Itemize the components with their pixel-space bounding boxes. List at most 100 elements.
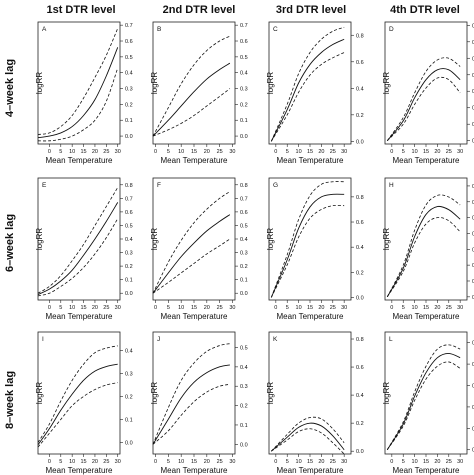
x-tick-label: 5: [167, 459, 170, 465]
y-tick-label: 0.4: [472, 362, 474, 368]
panel-letter: B: [157, 26, 161, 33]
panel-letter: K: [273, 336, 278, 343]
lower-ci-line: [270, 52, 345, 142]
lower-ci-line: [270, 204, 345, 298]
x-tick-label: 30: [457, 459, 463, 465]
plot-frame: [37, 177, 121, 301]
x-tick-label: 5: [286, 305, 289, 311]
x-tick-label: 0: [274, 149, 277, 155]
x-tick-label: 20: [318, 305, 324, 311]
panel-l: L 0 5 10 15 20 25 30 0.0 0.1 0.2 0.3 0.4 0.5 Mean Temp…: [382, 331, 474, 475]
x-tick-label: 15: [80, 459, 86, 465]
x-tick-label: 20: [318, 459, 324, 465]
plot-frame: [384, 21, 468, 145]
panel-j: J 0 5 10 15 20 25 30 0.0 0.1 0.2 0.3 0.4 0.5 Mean Temp…: [150, 331, 248, 475]
x-tick-label: 20: [92, 149, 98, 155]
upper-ci-line: [386, 344, 461, 450]
y-tick-label: 0.4: [125, 71, 133, 77]
x-tick-label: 20: [204, 149, 210, 155]
y-tick-label: 0.3: [125, 251, 133, 257]
estimate-line: [37, 363, 118, 446]
y-tick-label: 0.8: [125, 183, 133, 189]
y-tick-label: 0.4: [356, 86, 364, 92]
estimate-line: [152, 364, 230, 445]
x-tick-label: 5: [59, 459, 62, 465]
x-tick-label: 0: [274, 459, 277, 465]
row-title-2: 6–week lag: [4, 214, 16, 272]
x-tick-label: 0: [154, 149, 157, 155]
x-axis-label: Mean Temperature: [161, 312, 229, 321]
y-tick-label: 0.0: [472, 448, 474, 454]
plot-frame: [268, 177, 352, 301]
x-tick-label: 20: [318, 149, 324, 155]
column-title-1: 1st DTR level: [46, 4, 115, 16]
x-tick-label: 30: [115, 459, 121, 465]
y-tick-label: 0.2: [240, 264, 248, 270]
y-axis-label: logRR: [35, 228, 44, 250]
y-axis-label: logRR: [266, 72, 275, 94]
estimate-line: [386, 68, 461, 141]
estimate-line: [270, 38, 345, 142]
x-tick-label: 30: [457, 305, 463, 311]
panel-letter: L: [389, 336, 393, 343]
lower-ci-line: [37, 218, 119, 297]
x-tick-label: 15: [191, 459, 197, 465]
x-tick-label: 5: [167, 149, 170, 155]
x-tick-label: 30: [457, 149, 463, 155]
x-tick-label: 0: [48, 149, 51, 155]
y-tick-label: 0.6: [472, 40, 474, 46]
y-tick-label: 0.5: [125, 55, 133, 61]
y-tick-label: 0.1: [125, 278, 133, 284]
panel-letter: H: [389, 182, 394, 189]
panel-h: H 0 5 10 15 20 25 30 0.0 0.1 0.2 0.3 0.4 0.5 0.6 0.7 Mea…: [382, 177, 474, 321]
y-tick-label: 0.5: [240, 345, 248, 351]
x-axis-label: Mean Temperature: [393, 466, 461, 475]
x-tick-label: 25: [217, 459, 223, 465]
y-tick-label: 0.3: [240, 251, 248, 257]
y-axis-label: logRR: [150, 382, 159, 404]
upper-ci-line: [152, 191, 231, 294]
x-tick-label: 10: [296, 459, 302, 465]
x-tick-label: 10: [69, 305, 75, 311]
y-tick-label: 0.5: [472, 341, 474, 347]
estimate-line: [386, 352, 461, 450]
y-tick-label: 0.3: [240, 384, 248, 390]
x-tick-label: 25: [217, 149, 223, 155]
y-tick-label: 0.4: [125, 348, 133, 354]
y-tick-label: 0.8: [356, 337, 364, 343]
x-tick-label: 5: [402, 149, 405, 155]
y-tick-label: 0.7: [125, 196, 133, 202]
y-tick-label: 0.5: [472, 56, 474, 62]
x-axis-label: Mean Temperature: [161, 466, 229, 475]
y-tick-label: 0.5: [472, 216, 474, 222]
lower-ci-line: [37, 382, 118, 448]
panel-f: F 0 5 10 15 20 25 30 0.0 0.1 0.2 0.3 0.4 0.5 0.6 0.7 0.8…: [150, 177, 248, 321]
y-tick-label: 0.2: [472, 263, 474, 269]
panel-letter: D: [389, 26, 394, 33]
y-tick-label: 0.7: [240, 23, 248, 29]
y-axis-label: logRR: [382, 228, 391, 250]
upper-ci-line: [386, 57, 461, 141]
panel-a: A 0 5 10 15 20 25 30 0.0 0.1 0.2 0.3 0.4 0.5 0.6 0.7 Mea…: [35, 21, 133, 165]
x-tick-label: 10: [412, 459, 418, 465]
x-tick-label: 15: [307, 459, 313, 465]
y-tick-label: 0.7: [472, 184, 474, 190]
y-tick-label: 0.3: [125, 371, 133, 377]
x-tick-label: 15: [80, 149, 86, 155]
y-axis-label: logRR: [150, 228, 159, 250]
y-tick-label: 0.0: [356, 295, 364, 301]
x-tick-label: 20: [92, 459, 98, 465]
panel-letter: F: [157, 182, 161, 189]
y-tick-label: 0.1: [472, 426, 474, 432]
x-tick-label: 5: [59, 305, 62, 311]
x-tick-label: 10: [178, 459, 184, 465]
panel-g: G 0 5 10 15 20 25 30 0.0 0.2 0.4 0.6 0.8 Mean Tempera…: [266, 177, 364, 321]
x-tick-label: 0: [48, 459, 51, 465]
y-axis-label: logRR: [382, 72, 391, 94]
x-tick-label: 30: [341, 305, 347, 311]
y-tick-label: 0.0: [472, 139, 474, 145]
x-tick-label: 10: [296, 149, 302, 155]
estimate-line: [270, 422, 345, 452]
y-tick-label: 0.4: [472, 73, 474, 79]
y-tick-label: 0.6: [356, 365, 364, 371]
